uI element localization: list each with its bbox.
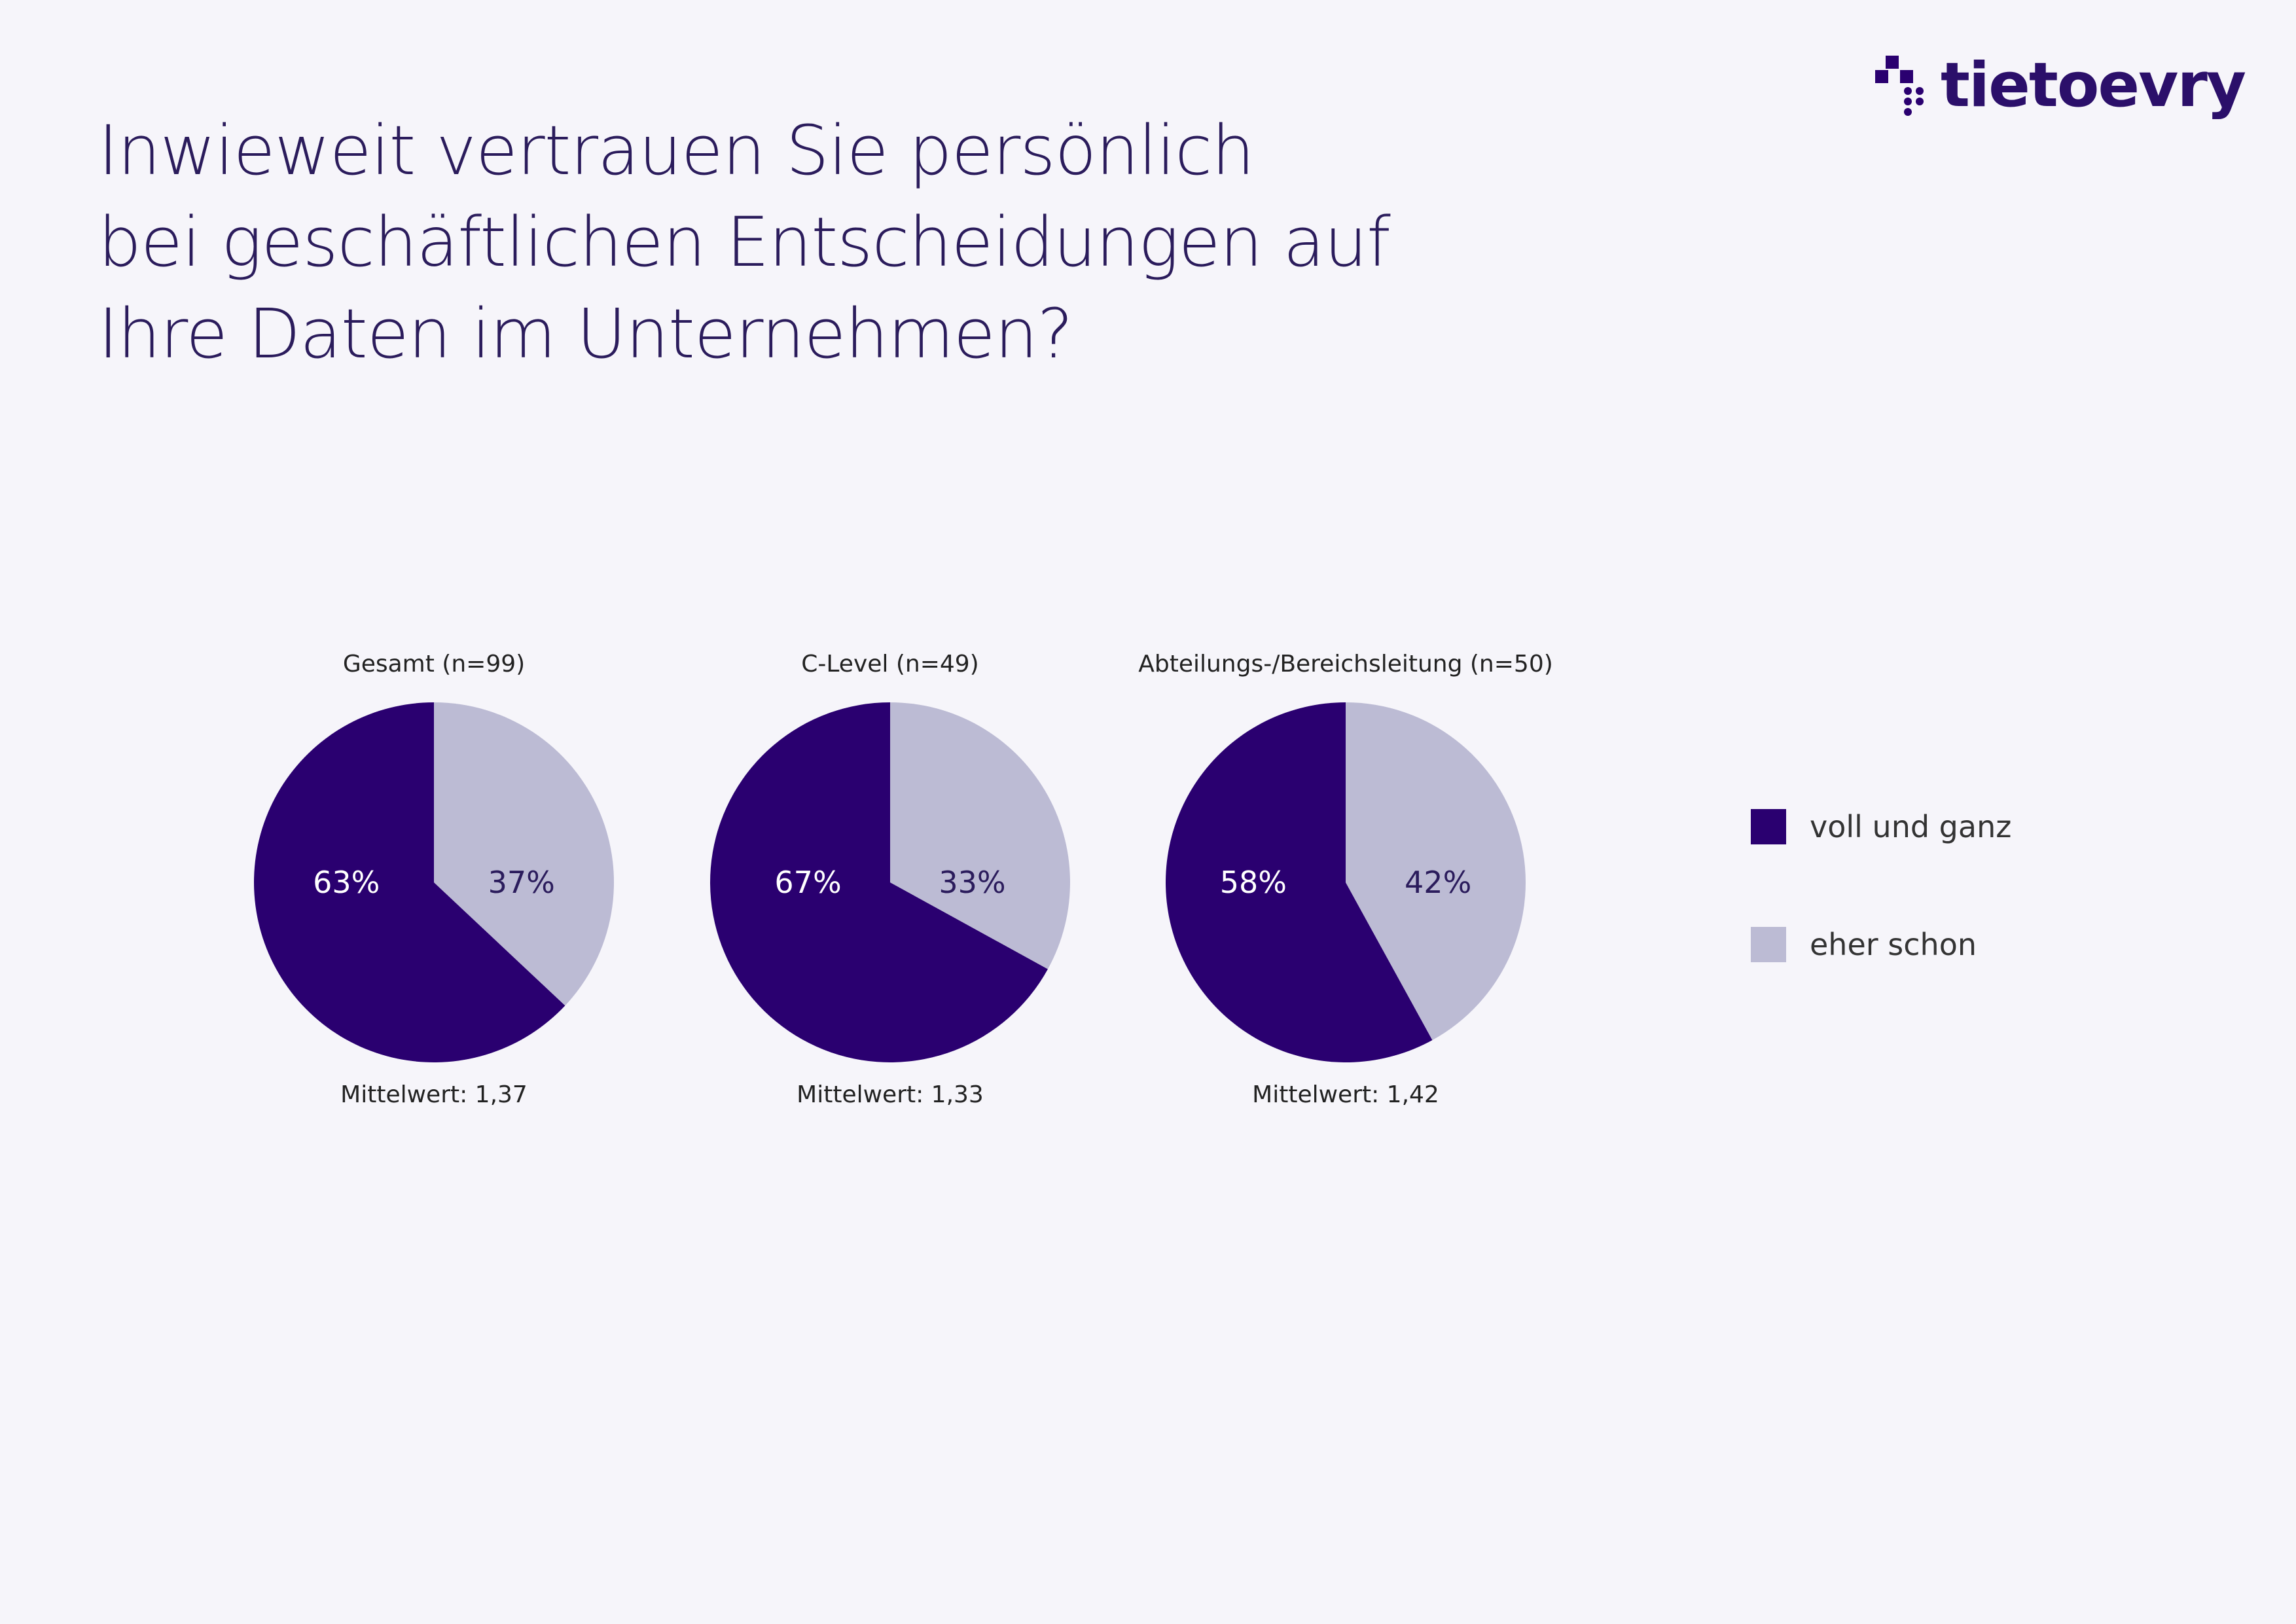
- legend-item-eher-schon: eher schon: [1751, 926, 2011, 963]
- tietoevry-logo-icon: [1875, 56, 1924, 116]
- pie: 63% 37%: [253, 702, 614, 1062]
- page-title: Inwieweit vertrauen Sie persönlich bei g…: [98, 105, 1391, 380]
- title-line-3: Ihre Daten im Unternehmen?: [98, 294, 1073, 374]
- mean-value: Mittelwert: 1,37: [340, 1081, 528, 1108]
- pie-chart-abteilungsleitung: Abteilungs-/Bereichsleitung (n=50) 58% 42…: [1117, 648, 1575, 1111]
- logo-text: tietoevry: [1941, 50, 2246, 121]
- slice-label: 58%: [1220, 865, 1287, 900]
- slice-label: 33%: [939, 865, 1005, 900]
- pie: 58% 42%: [1166, 702, 1526, 1062]
- chart-title: Abteilungs-/Bereichsleitung (n=50): [1138, 651, 1553, 677]
- pie-chart-c-level: C-Level (n=49) 67% 33% Mittelwert: 1,33: [661, 648, 1119, 1111]
- chart-legend: voll und ganz eher schon: [1751, 808, 2011, 1044]
- chart-title: Gesamt (n=99): [342, 651, 526, 677]
- brand-logo: tietoevry: [1875, 50, 2246, 121]
- mean-value: Mittelwert: 1,33: [797, 1081, 984, 1108]
- title-line-1: Inwieweit vertrauen Sie persönlich: [98, 111, 1255, 190]
- slice-label: 63%: [313, 865, 380, 900]
- legend-swatch-light: [1751, 927, 1786, 962]
- legend-label: voll und ganz: [1810, 809, 2012, 844]
- pie-slice-voll-und-ganz: [253, 702, 565, 1062]
- slice-label: 37%: [488, 865, 555, 900]
- legend-swatch-dark: [1751, 809, 1786, 844]
- pie: 67% 33%: [710, 702, 1070, 1062]
- pie-slice-eher-schon: [890, 702, 1070, 969]
- chart-title: C-Level (n=49): [801, 651, 979, 677]
- slice-label: 67%: [774, 865, 841, 900]
- title-line-2: bei geschäftlichen Entscheidungen auf: [98, 202, 1391, 282]
- legend-label: eher schon: [1810, 927, 1977, 962]
- pie-slice-voll-und-ganz: [710, 702, 1048, 1062]
- legend-item-voll-und-ganz: voll und ganz: [1751, 808, 2011, 845]
- pie-chart-gesamt: Gesamt (n=99) 63% 37% Mittelwert: 1,37: [205, 648, 663, 1111]
- pie-slice-eher-schon: [434, 702, 614, 1006]
- slice-label: 42%: [1405, 865, 1471, 900]
- pie-slice-eher-schon: [1346, 702, 1526, 1040]
- mean-value: Mittelwert: 1,42: [1252, 1081, 1439, 1108]
- pie-slice-voll-und-ganz: [1166, 702, 1433, 1062]
